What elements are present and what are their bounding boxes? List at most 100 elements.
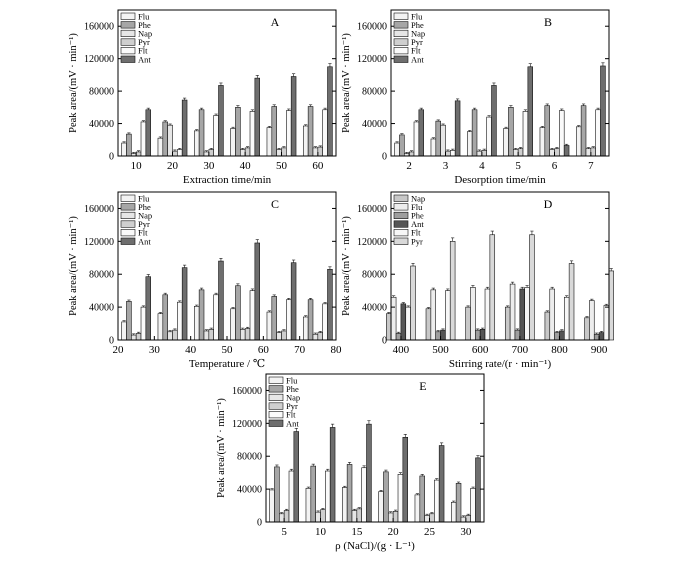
y-tick-label: 80000 (89, 87, 114, 98)
x-tick-label: 15 (351, 526, 363, 538)
legend-swatch (393, 55, 409, 63)
bar-pyr (608, 270, 614, 341)
x-axis-label: ρ (NaCl)/(g · L⁻¹) (335, 540, 415, 552)
bar-flu (503, 128, 509, 157)
bar-pyr (281, 330, 287, 341)
legend-entry: Nap (286, 393, 300, 403)
chart-panel-e: 0 40000 80000 120000 160000 5 10 15 20 25 30 ρ (NaC… (216, 373, 485, 552)
bar-flu (430, 138, 437, 157)
legend-entry: Phe (138, 202, 151, 212)
legend-swatch (268, 385, 284, 393)
x-tick-label: 20 (167, 160, 179, 172)
x-tick-label: 5 (281, 526, 287, 538)
legend-swatch (393, 21, 409, 29)
bar-pyr (317, 332, 323, 341)
panel-label: C (271, 197, 279, 211)
y-tick-label: 0 (257, 518, 262, 529)
bar-flu (589, 300, 595, 341)
bar-nap (465, 306, 471, 341)
bar-flu (509, 283, 516, 341)
bar-ant (366, 423, 372, 523)
y-tick-label: 160000 (357, 204, 387, 215)
y-axis-label: Peak area/(mV · min⁻¹) (68, 216, 79, 316)
plot-frame (390, 9, 610, 157)
bar-flu (390, 296, 397, 341)
bar-pyr (320, 509, 326, 523)
legend-entry: Pyr (138, 219, 150, 229)
y-axis-label: Peak area/(mV · min⁻¹) (216, 398, 227, 498)
bar-flt (405, 306, 411, 341)
legend-entry: Pyr (411, 37, 423, 47)
legend-entry: Ant (411, 54, 424, 64)
bar-phe (435, 120, 441, 157)
bar-ant (563, 145, 570, 157)
bar-flu (539, 127, 546, 157)
bar-phe (162, 121, 168, 157)
bar-flu (157, 313, 164, 341)
y-tick-label: 40000 (237, 485, 262, 496)
bar-nap (276, 149, 282, 157)
legend-swatch (393, 203, 409, 211)
bar-ant (290, 262, 297, 341)
bar-pyr (208, 149, 214, 157)
bar-phe (419, 475, 425, 523)
bar-nap (351, 510, 358, 523)
x-tick-label: 7 (588, 160, 594, 172)
x-tick-label: 30 (203, 160, 215, 172)
legend-swatch (393, 229, 409, 237)
y-tick-label: 80000 (237, 452, 262, 463)
x-tick-label: 40 (185, 344, 197, 356)
bar-pyr (568, 263, 575, 341)
legend-swatch (393, 12, 409, 20)
bar-ant (254, 242, 261, 341)
legend-swatch (268, 376, 284, 384)
bar-nap (584, 317, 590, 341)
x-tick-label: 40 (240, 160, 252, 172)
bar-nap (460, 516, 467, 523)
x-tick-label: 600 (472, 344, 489, 356)
bar-pyr (244, 147, 251, 157)
bar-nap (513, 149, 519, 157)
legend-entry: Flt (138, 46, 148, 56)
chart-panel-b: 0 40000 80000 120000 160000 2 3 4 5 6 7 Desorption … (341, 9, 610, 186)
x-axis-label: Desorption time/min (454, 174, 546, 186)
legend-entry: Ant (286, 418, 299, 428)
bar-ant (218, 85, 224, 157)
bar-flt (249, 290, 256, 341)
legend-entry: Flu (138, 193, 150, 203)
legend-entry: Flt (138, 228, 148, 238)
legend-entry: Flt (411, 228, 421, 238)
bar-phe (593, 333, 600, 341)
bar-flt (213, 115, 219, 157)
bar-pyr (481, 150, 487, 157)
bar-nap (312, 333, 319, 341)
legend-swatch (393, 194, 409, 202)
bar-ant (440, 329, 446, 341)
bar-flu (194, 130, 200, 157)
chart-panel-a: 0 40000 80000 120000 160000 10 20 30 40 50 60 Extra… (68, 9, 337, 186)
x-tick-label: 25 (424, 526, 436, 538)
legend-swatch (120, 203, 136, 211)
bar-ant (418, 109, 425, 157)
y-tick-label: 0 (109, 152, 114, 163)
legend-entry: Phe (286, 384, 299, 394)
bar-flt (397, 474, 404, 523)
bar-pyr (317, 146, 323, 157)
x-tick-label: 20 (113, 344, 125, 356)
bar-ant (181, 99, 188, 157)
bar-pyr (135, 333, 142, 341)
bar-flt (140, 306, 147, 341)
bar-flu (194, 305, 200, 341)
bar-phe (475, 329, 481, 341)
chart-panel-d: 0 40000 80000 120000 160000 400 500 600 700 800 90… (341, 191, 614, 370)
panel-label: D (544, 197, 553, 211)
y-tick-label: 120000 (84, 54, 114, 65)
x-tick-label: 50 (222, 344, 234, 356)
bar-ant (290, 76, 297, 157)
bar-ant (479, 329, 486, 341)
bar-nap (585, 148, 592, 157)
bar-phe (271, 106, 277, 157)
legend-entry: Flu (411, 11, 423, 21)
bar-flu (466, 131, 473, 157)
